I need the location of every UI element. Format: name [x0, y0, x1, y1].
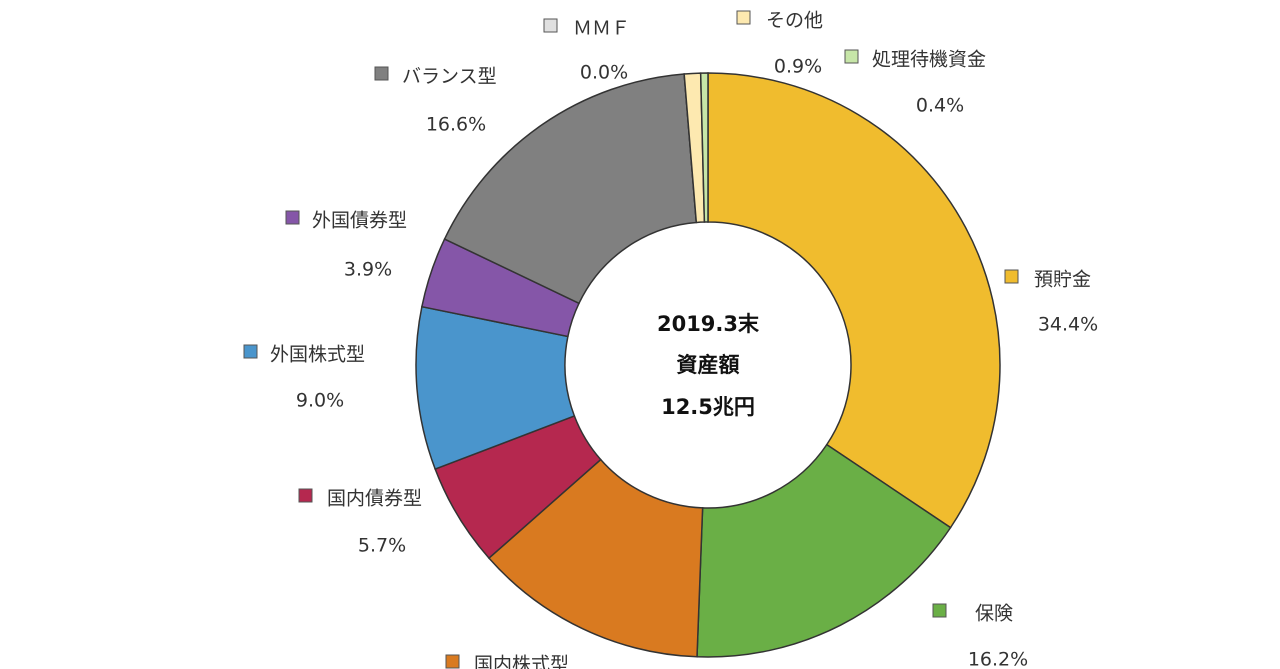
- legend-marker: [844, 49, 859, 64]
- value-label: 34.4%: [1038, 314, 1098, 336]
- category-label: バランス型: [402, 66, 497, 88]
- category-label: 外国株式型: [270, 344, 365, 366]
- category-label: 預貯金: [1034, 269, 1091, 291]
- category-label: 外国債券型: [312, 210, 407, 232]
- legend-marker: [243, 344, 258, 359]
- legend-marker: [298, 488, 313, 503]
- legend-marker: [932, 603, 947, 618]
- value-label: 16.6%: [426, 114, 486, 136]
- donut-segment: [707, 72, 1001, 529]
- category-label: 処理待機資金: [872, 49, 986, 71]
- category-label: 保険: [975, 603, 1013, 625]
- value-label: 16.2%: [968, 649, 1028, 669]
- legend-marker: [374, 66, 389, 81]
- donut-segment: [487, 458, 704, 658]
- legend-marker: [736, 10, 751, 25]
- legend-marker: [445, 654, 460, 669]
- value-label: 0.0%: [580, 62, 628, 84]
- donut-segment: [696, 443, 952, 658]
- value-label: 0.4%: [916, 95, 964, 117]
- donut-segment: [699, 72, 709, 223]
- category-label: ＭＭＦ: [573, 18, 630, 40]
- category-label: その他: [766, 10, 823, 32]
- value-label: 9.0%: [296, 390, 344, 412]
- center-text: 資産額: [677, 353, 740, 377]
- legend-marker: [543, 18, 558, 33]
- legend-marker: [285, 210, 300, 225]
- category-label: 国内債券型: [327, 488, 422, 510]
- legend-marker: [1004, 269, 1019, 284]
- category-label: 国内株式型: [474, 654, 569, 669]
- value-label: 5.7%: [358, 535, 406, 557]
- center-text: 12.5兆円: [661, 395, 755, 419]
- donut-segment: [443, 73, 698, 305]
- value-label: 3.9%: [344, 259, 392, 281]
- value-label: 0.9%: [774, 56, 822, 78]
- center-text: 2019.3末: [657, 312, 760, 336]
